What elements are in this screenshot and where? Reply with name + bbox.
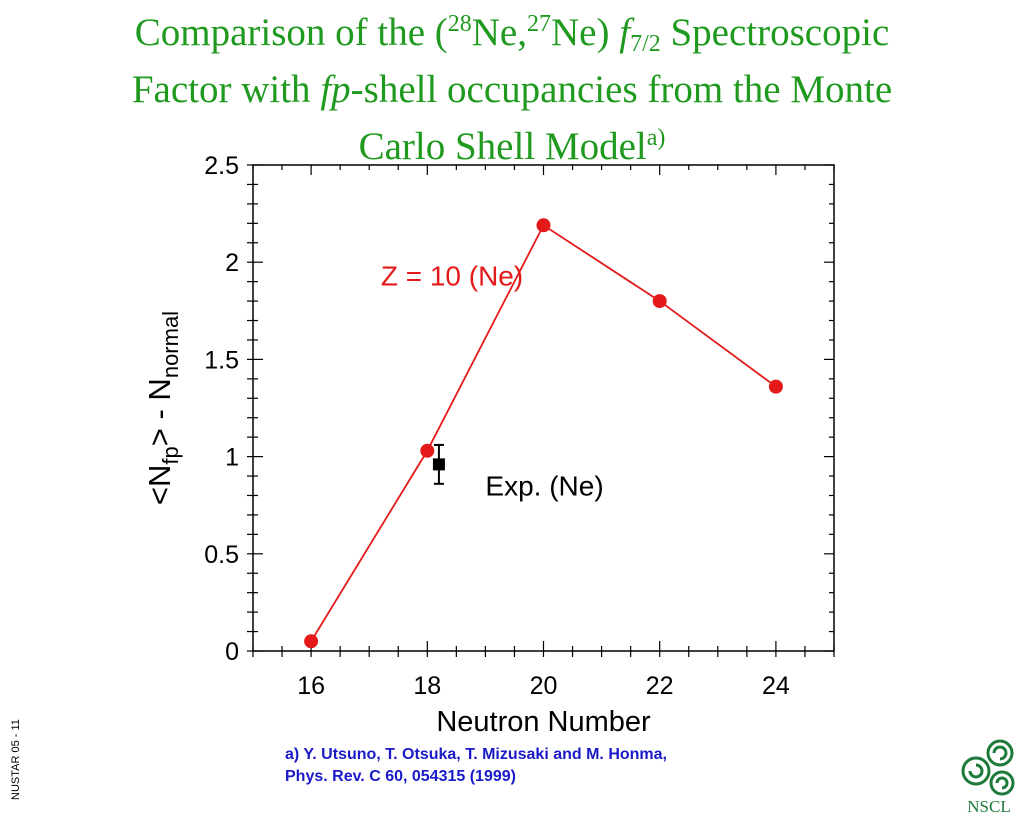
y-tick-label: 0.5 bbox=[204, 541, 239, 569]
x-tick-labels: 16 18 20 22 24 bbox=[297, 672, 790, 700]
data-point-z10 bbox=[420, 443, 435, 458]
slide-title: Comparison of the (28Ne,27Ne) f7/2 Spect… bbox=[0, 4, 1024, 175]
nscl-logo-text: NSCL bbox=[967, 797, 1010, 816]
data-point-z10 bbox=[304, 634, 319, 649]
series-layer bbox=[304, 218, 783, 649]
x-tick-label: 20 bbox=[530, 672, 558, 700]
y-axis-label: <Nfp> - Nnormal bbox=[142, 311, 183, 505]
series-annotation: Exp. (Ne) bbox=[485, 470, 603, 501]
x-axis-label: Neutron Number bbox=[436, 706, 651, 738]
data-point-z10 bbox=[768, 379, 783, 394]
slide-id: NUSTAR 05 - 11 bbox=[10, 719, 22, 800]
title-line-3: Carlo Shell Modela) bbox=[358, 125, 666, 168]
nscl-logo: NSCL bbox=[961, 739, 1015, 816]
y-tick-label: 0 bbox=[225, 638, 239, 666]
data-point-experiment bbox=[432, 458, 445, 471]
x-tick-label: 24 bbox=[762, 672, 790, 700]
y-tick-label: 1.5 bbox=[204, 346, 239, 374]
tick-marks bbox=[247, 164, 835, 657]
reference-citation: a) Y. Utsuno, T. Otsuka, T. Mizusaki and… bbox=[285, 744, 667, 788]
x-tick-label: 18 bbox=[413, 672, 441, 700]
annotations: Z = 10 (Ne) Exp. (Ne) bbox=[381, 261, 604, 502]
y-tick-labels: 0 0.5 1 1.5 2 2.5 bbox=[204, 152, 239, 666]
data-point-z10 bbox=[536, 218, 551, 233]
x-tick-label: 16 bbox=[297, 672, 325, 700]
y-tick-label: 2.5 bbox=[204, 152, 239, 180]
series-annotation: Z = 10 (Ne) bbox=[381, 261, 523, 292]
reference-line-2: Phys. Rev. C 60, 054315 (1999) bbox=[285, 768, 516, 785]
y-tick-label: 1 bbox=[225, 444, 239, 472]
reference-line-1: a) Y. Utsuno, T. Otsuka, T. Mizusaki and… bbox=[285, 746, 667, 763]
data-point-z10 bbox=[652, 294, 667, 309]
title-line-1: Comparison of the (28Ne,27Ne) f7/2 Spect… bbox=[134, 11, 890, 57]
nscl-swirl-icon bbox=[961, 739, 1015, 796]
plot-frame bbox=[252, 164, 835, 652]
title-line-2: Factor with fp-shell occupancies from th… bbox=[131, 68, 893, 111]
x-tick-label: 22 bbox=[646, 672, 674, 700]
y-tick-label: 2 bbox=[225, 249, 239, 277]
